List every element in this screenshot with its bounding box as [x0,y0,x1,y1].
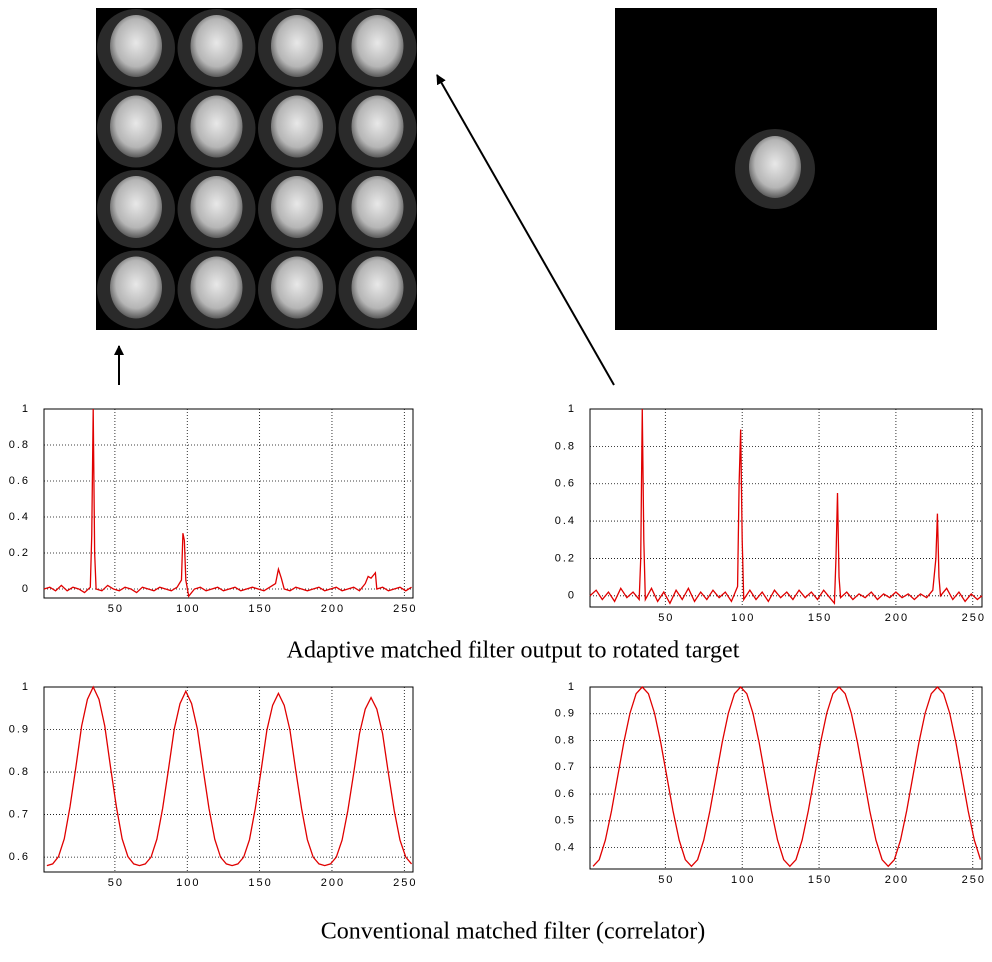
y-tick-label: 0.2 [9,547,30,559]
data-line [589,408,983,606]
plot-frame [589,408,983,608]
y-tick-label: 0.7 [9,808,30,820]
tile-face [351,95,404,158]
caption: Adaptive matched filter output to rotate… [287,638,740,664]
arrow [436,74,615,386]
tile-face [190,176,243,238]
y-tick-label: 0.4 [555,515,576,527]
y-tick-label: 0.6 [555,788,576,800]
data-line [592,686,982,868]
tile-face [351,176,404,238]
tile-face [110,15,162,77]
x-tick-label: 50 [108,877,124,889]
plot-frame [43,408,414,599]
x-tick-label: 200 [321,877,345,889]
y-tick-label: 0.9 [555,708,576,720]
x-tick-label: 150 [808,874,832,886]
plot-frame [43,686,414,873]
y-tick-label: 0.8 [9,766,30,778]
y-tick-label: 0 [568,590,576,602]
y-tick-label: 1 [568,403,576,415]
data-line [46,685,413,867]
tile-face [190,95,243,158]
y-tick-label: 0.8 [555,734,576,746]
tile-face [110,95,162,158]
caption: Conventional matched filter (correlator) [321,919,706,945]
tile-face [110,256,162,319]
plot-frame [589,686,983,870]
tile-face [351,256,404,319]
tile-face [271,256,323,319]
tile-face [190,256,243,319]
y-tick-label: 1 [22,681,30,693]
x-tick-label: 250 [962,874,986,886]
y-tick-label: 1 [568,681,576,693]
x-tick-label: 100 [176,877,200,889]
x-tick-label: 250 [962,612,986,624]
x-tick-label: 100 [731,874,755,886]
x-tick-label: 200 [885,612,909,624]
tile-face [190,15,243,77]
target-face [749,136,801,198]
tile-face [271,15,323,77]
x-tick-label: 50 [658,874,674,886]
data-line [43,408,412,598]
x-tick-label: 150 [808,612,832,624]
tile-face [351,15,404,77]
y-tick-label: 0.8 [555,440,576,452]
x-tick-label: 250 [393,877,417,889]
tile-face [271,95,323,158]
x-tick-label: 250 [393,603,417,615]
tile-face [110,176,162,238]
tile-face [271,176,323,238]
x-tick-label: 100 [176,603,200,615]
y-tick-label: 0.6 [9,851,30,863]
x-tick-label: 50 [108,603,124,615]
y-tick-label: 0.7 [555,761,576,773]
y-tick-label: 0 [22,583,30,595]
x-tick-label: 100 [731,612,755,624]
y-tick-label: 0.4 [555,841,576,853]
y-tick-label: 0.2 [555,552,576,564]
y-tick-label: 0.9 [9,723,30,735]
face-tiles [97,9,417,329]
y-tick-label: 0.6 [555,478,576,490]
x-tick-label: 150 [248,877,272,889]
y-tick-label: 1 [22,403,30,415]
x-tick-label: 150 [248,603,272,615]
y-tick-label: 0.8 [9,439,30,451]
x-tick-label: 200 [321,603,345,615]
x-tick-label: 50 [658,612,674,624]
y-tick-label: 0.4 [9,511,30,523]
y-tick-label: 0.6 [9,475,30,487]
x-tick-label: 200 [885,874,909,886]
y-tick-label: 0.5 [555,815,576,827]
